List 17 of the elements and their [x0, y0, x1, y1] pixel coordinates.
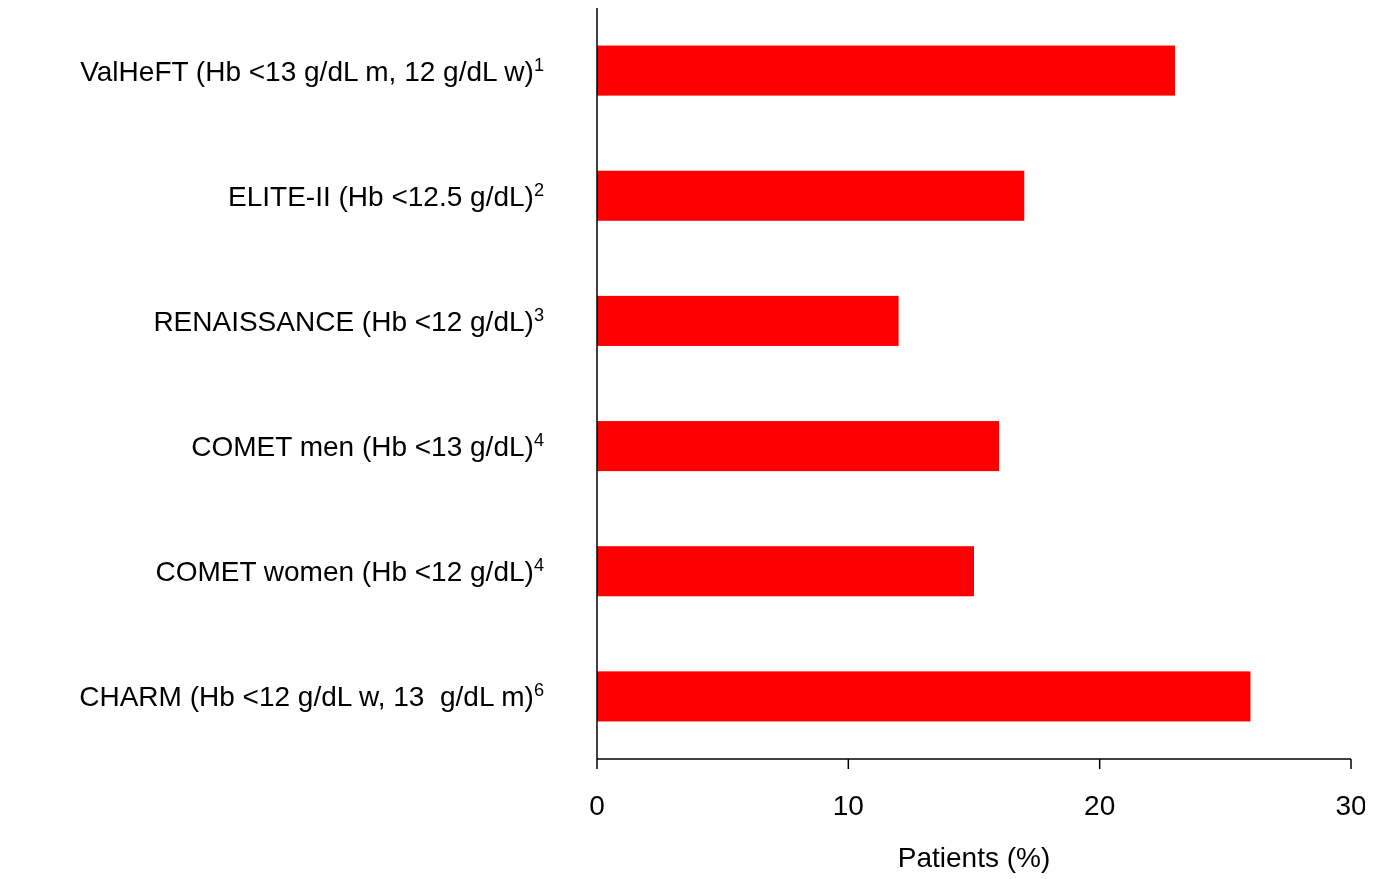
y-tick-label: COMET women (Hb <12 g/dL)$^{4}$ — [155, 555, 544, 588]
y-tick-label: COMET men (Hb <13 g/dL)$^{4}$ — [191, 430, 544, 463]
x-tick-label: 10 — [832, 790, 864, 821]
x-tick-label: 30 — [1335, 790, 1367, 821]
y-tick-label: ELITE-II (Hb <12.5 g/dL)$^{2}$ — [228, 179, 544, 212]
x-tick-label: 20 — [1084, 790, 1116, 821]
bar — [597, 45, 1176, 96]
y-tick-label: RENAISSANCE (Hb <12 g/dL)$^{3}$ — [153, 304, 544, 337]
bar — [597, 671, 1251, 722]
bar — [597, 295, 899, 346]
bar — [597, 170, 1025, 221]
y-tick-label: CHARM (Hb <12 g/dL w, 13 g/dL m)$^{6}$ — [79, 680, 544, 713]
y-tick-label: ValHeFT (Hb <13 g/dL m, 12 g/dL w)$^{1}$ — [80, 54, 544, 87]
bar — [597, 421, 1000, 472]
x-tick-label: 0 — [589, 790, 605, 821]
x-axis-title: Patients (%) — [897, 842, 1051, 873]
bar — [597, 546, 974, 597]
